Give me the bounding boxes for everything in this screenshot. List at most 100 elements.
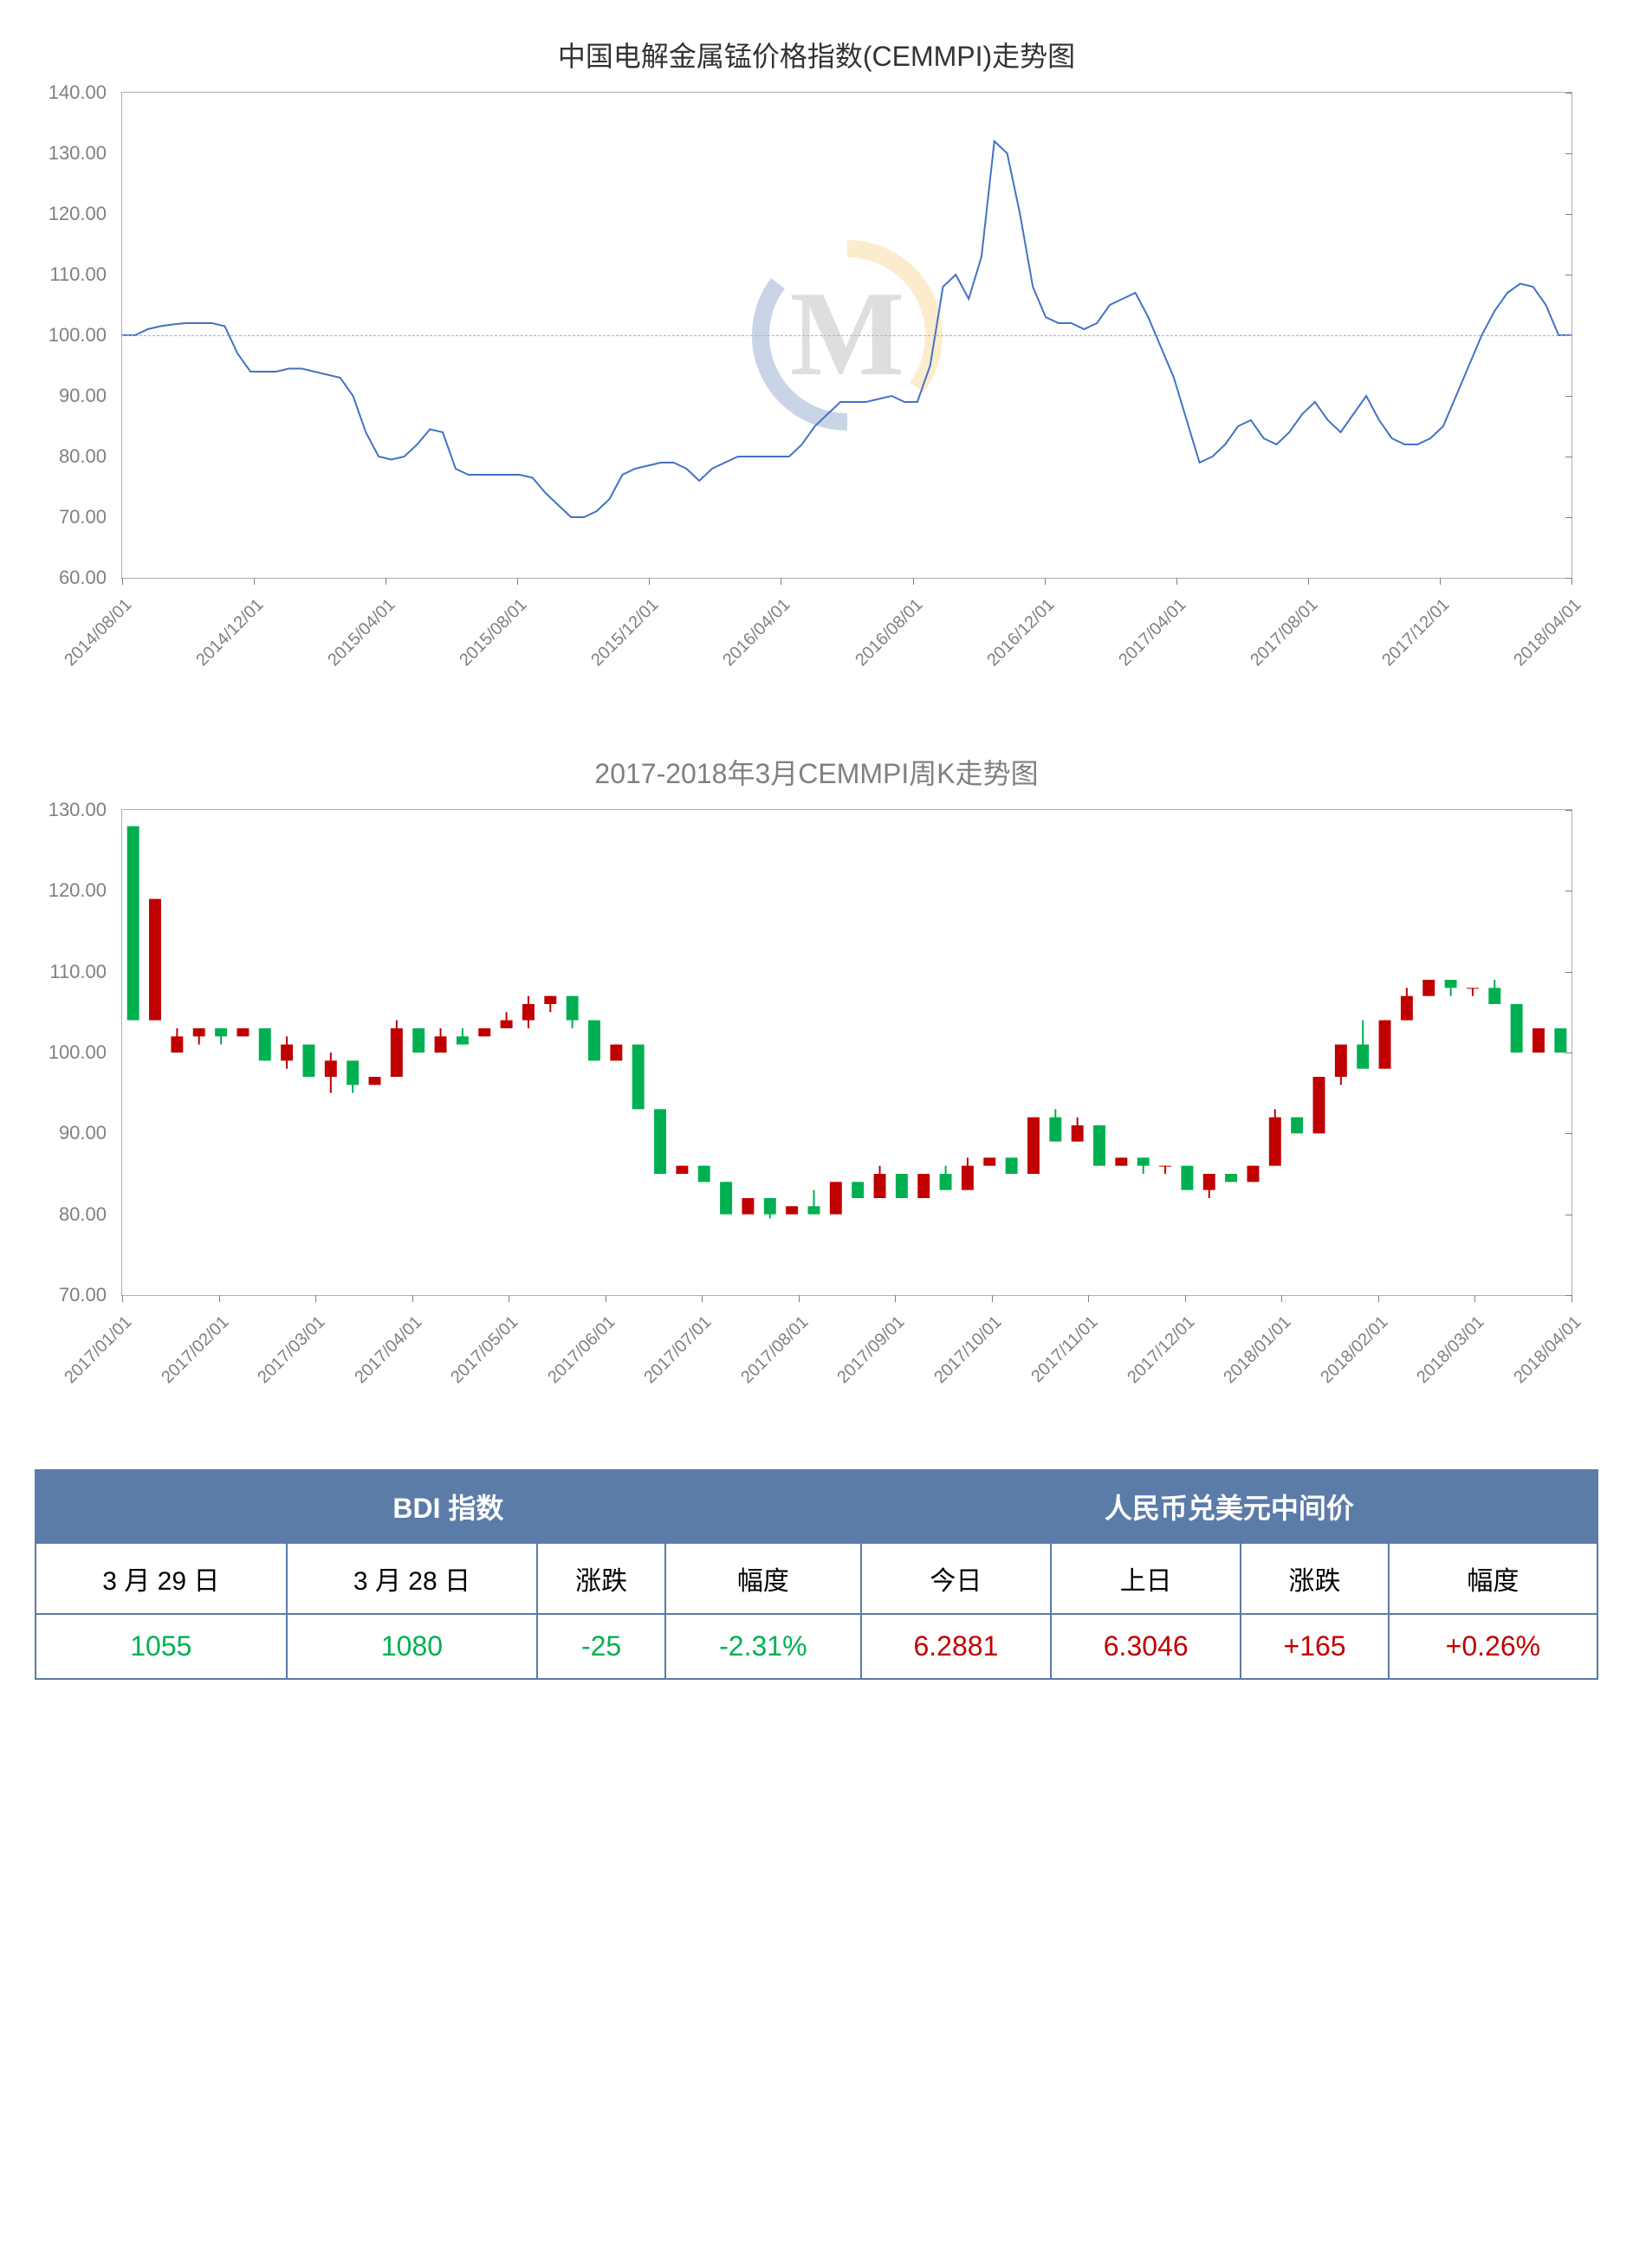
candle-body xyxy=(478,1028,490,1036)
candle-body xyxy=(940,1174,952,1190)
candle-body xyxy=(654,1109,666,1174)
table-sub: 涨跌 xyxy=(1241,1543,1388,1614)
table-value-row: 1055 1080 -25 -2.31% 6.2881 6.3046 +165 … xyxy=(36,1614,1597,1679)
table-val: 1080 xyxy=(287,1614,538,1679)
candle-body xyxy=(567,996,579,1021)
candle-body xyxy=(1488,988,1500,1004)
y-tick-label: 70.00 xyxy=(29,1284,107,1306)
candle-body xyxy=(852,1182,864,1198)
table-header-row: BDI 指数 人民币兑美元中间价 xyxy=(36,1470,1597,1543)
y-tick-label: 140.00 xyxy=(29,81,107,104)
candle-body xyxy=(1422,980,1435,996)
candle-body xyxy=(1225,1174,1237,1182)
candle-body xyxy=(457,1036,469,1044)
candle-body xyxy=(874,1174,886,1198)
y-tick-label: 120.00 xyxy=(29,879,107,902)
candle-body xyxy=(1049,1118,1061,1142)
index-table: BDI 指数 人民币兑美元中间价 3 月 29 日 3 月 28 日 涨跌 幅度… xyxy=(35,1469,1598,1680)
table-sub: 上日 xyxy=(1051,1543,1241,1614)
chart2-candle-svg xyxy=(122,810,1571,1295)
candle-body xyxy=(1159,1166,1171,1167)
candle-body xyxy=(435,1036,447,1053)
reference-line xyxy=(122,335,1571,336)
line-series xyxy=(122,141,1571,517)
candle-body xyxy=(962,1166,974,1190)
table-val: 6.2881 xyxy=(861,1614,1051,1679)
chart2-y-axis: 70.0080.0090.00100.00110.00120.00130.00 xyxy=(36,810,113,1295)
candle-body xyxy=(259,1028,271,1060)
candle-body xyxy=(127,826,139,1021)
table-val: 1055 xyxy=(36,1614,287,1679)
chart1-title: 中国电解金属锰价格指数(CEMMPI)走势图 xyxy=(35,35,1598,75)
candle-body xyxy=(983,1157,995,1165)
candle-body xyxy=(786,1206,798,1214)
table-val: +165 xyxy=(1241,1614,1388,1679)
table-header-rmb: 人民币兑美元中间价 xyxy=(861,1470,1597,1543)
candle-body xyxy=(808,1206,820,1214)
table-val: -25 xyxy=(537,1614,665,1679)
candle-body xyxy=(215,1028,227,1036)
candle-body xyxy=(1072,1125,1084,1142)
table-val: 6.3046 xyxy=(1051,1614,1241,1679)
y-tick-label: 100.00 xyxy=(29,1041,107,1064)
candle-body xyxy=(1137,1157,1150,1165)
candle-body xyxy=(302,1045,314,1077)
candle-body xyxy=(1511,1004,1523,1053)
candle-body xyxy=(1357,1045,1369,1069)
table-sub: 幅度 xyxy=(665,1543,861,1614)
candle-body xyxy=(1115,1157,1127,1165)
candle-body xyxy=(698,1166,710,1183)
candle-body xyxy=(1445,980,1457,988)
y-tick-label: 70.00 xyxy=(29,506,107,528)
candle-body xyxy=(1027,1118,1040,1174)
y-tick-label: 60.00 xyxy=(29,567,107,589)
candle-body xyxy=(1533,1028,1545,1053)
candle-body xyxy=(676,1166,688,1174)
y-tick-label: 110.00 xyxy=(29,263,107,286)
candle-body xyxy=(1181,1166,1193,1190)
candle-body xyxy=(149,899,161,1021)
table-sub: 幅度 xyxy=(1389,1543,1597,1614)
candle-body xyxy=(1401,996,1413,1021)
candle-body xyxy=(610,1045,622,1061)
y-tick-label: 130.00 xyxy=(29,799,107,821)
cemmpi-line-chart: 中国电解金属锰价格指数(CEMMPI)走势图 M 60.0070.0080.00… xyxy=(35,35,1598,700)
y-tick-label: 80.00 xyxy=(29,445,107,468)
candle-body xyxy=(1269,1118,1281,1166)
candle-body xyxy=(896,1174,908,1198)
candle-body xyxy=(1335,1045,1347,1077)
y-tick-label: 130.00 xyxy=(29,142,107,165)
candle-body xyxy=(1093,1125,1105,1166)
table-header-bdi: BDI 指数 xyxy=(36,1470,861,1543)
candle-body xyxy=(632,1045,645,1110)
candle-body xyxy=(369,1077,381,1085)
table-sub: 3 月 28 日 xyxy=(287,1543,538,1614)
table-sub: 今日 xyxy=(861,1543,1051,1614)
candle-body xyxy=(1006,1157,1018,1174)
candle-body xyxy=(1379,1021,1391,1069)
candle-body xyxy=(237,1028,249,1036)
candle-body xyxy=(501,1021,513,1028)
candle-body xyxy=(1313,1077,1325,1133)
y-tick-label: 100.00 xyxy=(29,324,107,347)
candle-body xyxy=(522,1004,535,1021)
candle-body xyxy=(347,1060,359,1085)
cemmpi-candlestick-chart: 2017-2018年3月CEMMPI周K走势图 70.0080.0090.001… xyxy=(35,752,1598,1417)
y-tick-label: 120.00 xyxy=(29,203,107,225)
candle-body xyxy=(412,1028,424,1053)
candle-body xyxy=(588,1021,600,1061)
chart1-plot-area: M 60.0070.0080.0090.00100.00110.00120.00… xyxy=(121,92,1572,579)
candle-body xyxy=(391,1028,403,1077)
chart2-title: 2017-2018年3月CEMMPI周K走势图 xyxy=(35,752,1598,792)
table-sub: 涨跌 xyxy=(537,1543,665,1614)
candle-body xyxy=(917,1174,930,1198)
candle-body xyxy=(193,1028,205,1036)
table-subheader-row: 3 月 29 日 3 月 28 日 涨跌 幅度 今日 上日 涨跌 幅度 xyxy=(36,1543,1597,1614)
table-sub: 3 月 29 日 xyxy=(36,1543,287,1614)
y-tick-label: 110.00 xyxy=(29,961,107,983)
table-val: -2.31% xyxy=(665,1614,861,1679)
chart2-plot-area: 70.0080.0090.00100.00110.00120.00130.00 … xyxy=(121,809,1572,1296)
candle-body xyxy=(764,1198,776,1215)
y-tick-label: 90.00 xyxy=(29,385,107,407)
candle-body xyxy=(171,1036,183,1053)
